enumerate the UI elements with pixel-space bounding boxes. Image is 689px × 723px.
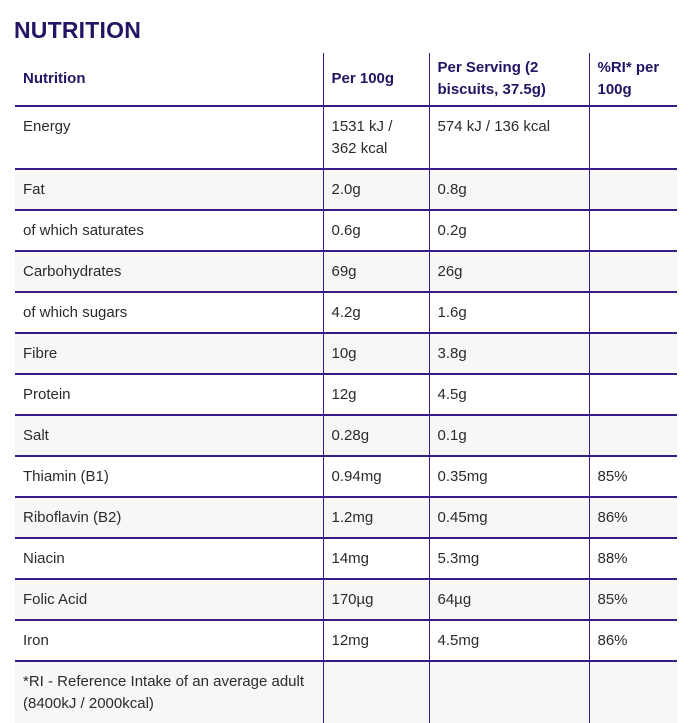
nutrition-table: Nutrition Per 100g Per Serving (2 biscui… — [15, 53, 677, 723]
footnote-row: *RI - Reference Intake of an average adu… — [15, 660, 677, 723]
table-row: Fibre 10g 3.8g — [15, 332, 677, 374]
cell-ri-percent: 86% — [588, 619, 677, 661]
cell-nutrient-label: Fibre — [15, 332, 323, 374]
cell-per-serving: 1.6g — [428, 291, 589, 333]
cell-per-100g: 0.94mg — [322, 455, 429, 497]
cell-nutrient-label: Riboflavin (B2) — [15, 496, 323, 538]
cell-per-100g: 1531 kJ / 362 kcal — [322, 105, 429, 169]
cell-per-100g: 12mg — [322, 619, 429, 661]
footnote-empty-cell — [322, 660, 429, 723]
cell-per-serving: 3.8g — [428, 332, 589, 374]
cell-ri-percent: 88% — [588, 537, 677, 579]
cell-per-100g: 0.6g — [322, 209, 429, 251]
cell-per-serving: 574 kJ / 136 kcal — [428, 105, 589, 169]
footnote-empty-cell — [588, 660, 677, 723]
table-row: Fat 2.0g 0.8g — [15, 168, 677, 210]
table-row: Riboflavin (B2) 1.2mg 0.45mg 86% — [15, 496, 677, 538]
table-row: Carbohydrates 69g 26g — [15, 250, 677, 292]
cell-nutrient-label: of which saturates — [15, 209, 323, 251]
cell-ri-percent — [588, 332, 677, 374]
cell-nutrient-label: of which sugars — [15, 291, 323, 333]
table-row: Protein 12g 4.5g — [15, 373, 677, 415]
table-body: Energy 1531 kJ / 362 kcal 574 kJ / 136 k… — [15, 105, 677, 661]
cell-nutrient-label: Iron — [15, 619, 323, 661]
cell-per-serving: 26g — [428, 250, 589, 292]
cell-per-serving: 0.1g — [428, 414, 589, 456]
cell-ri-percent — [588, 105, 677, 169]
cell-per-100g: 10g — [322, 332, 429, 374]
cell-per-100g: 2.0g — [322, 168, 429, 210]
cell-per-serving: 4.5g — [428, 373, 589, 415]
cell-ri-percent — [588, 291, 677, 333]
header-per-serving: Per Serving (2 biscuits, 37.5g) — [428, 53, 589, 106]
footnote-empty-cell — [428, 660, 589, 723]
cell-per-serving: 5.3mg — [428, 537, 589, 579]
cell-nutrient-label: Salt — [15, 414, 323, 456]
footnote-text: *RI - Reference Intake of an average adu… — [15, 660, 323, 723]
header-row: Nutrition Per 100g Per Serving (2 biscui… — [15, 53, 677, 106]
header-nutrition: Nutrition — [23, 70, 86, 87]
cell-per-100g: 0.28g — [322, 414, 429, 456]
cell-ri-percent: 85% — [588, 578, 677, 620]
cell-nutrient-label: Protein — [15, 373, 323, 415]
cell-per-serving: 0.2g — [428, 209, 589, 251]
cell-per-serving: 0.8g — [428, 168, 589, 210]
table-row: of which sugars 4.2g 1.6g — [15, 291, 677, 333]
table-row: Folic Acid 170µg 64µg 85% — [15, 578, 677, 620]
table-row: Thiamin (B1) 0.94mg 0.35mg 85% — [15, 455, 677, 497]
table-row: Energy 1531 kJ / 362 kcal 574 kJ / 136 k… — [15, 105, 677, 169]
table-footer: *RI - Reference Intake of an average adu… — [15, 660, 677, 723]
cell-ri-percent — [588, 414, 677, 456]
table-row: Iron 12mg 4.5mg 86% — [15, 619, 677, 661]
cell-nutrient-label: Carbohydrates — [15, 250, 323, 292]
cell-ri-percent: 85% — [588, 455, 677, 497]
cell-per-100g: 170µg — [322, 578, 429, 620]
cell-per-100g: 1.2mg — [322, 496, 429, 538]
cell-ri-percent — [588, 168, 677, 210]
cell-nutrient-label: Niacin — [15, 537, 323, 579]
cell-nutrient-label: Folic Acid — [15, 578, 323, 620]
cell-per-serving: 0.45mg — [428, 496, 589, 538]
header-ri-per-100g: %RI* per 100g — [588, 53, 677, 106]
cell-per-100g: 14mg — [322, 537, 429, 579]
header-per-100g: Per 100g — [322, 53, 429, 106]
table-row: Salt 0.28g 0.1g — [15, 414, 677, 456]
cell-nutrient-label: Thiamin (B1) — [15, 455, 323, 497]
page-title: NUTRITION — [14, 17, 142, 43]
table-header: Nutrition Per 100g Per Serving (2 biscui… — [15, 53, 677, 106]
cell-ri-percent — [588, 209, 677, 251]
cell-per-serving: 4.5mg — [428, 619, 589, 661]
cell-nutrient-label: Energy — [15, 105, 323, 169]
cell-per-100g: 69g — [322, 250, 429, 292]
cell-per-100g: 4.2g — [322, 291, 429, 333]
cell-per-serving: 64µg — [428, 578, 589, 620]
table-row: of which saturates 0.6g 0.2g — [15, 209, 677, 251]
cell-nutrient-label: Fat — [15, 168, 323, 210]
cell-per-serving: 0.35mg — [428, 455, 589, 497]
cell-ri-percent — [588, 250, 677, 292]
cell-per-100g: 12g — [322, 373, 429, 415]
table-row: Niacin 14mg 5.3mg 88% — [15, 537, 677, 579]
cell-ri-percent — [588, 373, 677, 415]
cell-ri-percent: 86% — [588, 496, 677, 538]
